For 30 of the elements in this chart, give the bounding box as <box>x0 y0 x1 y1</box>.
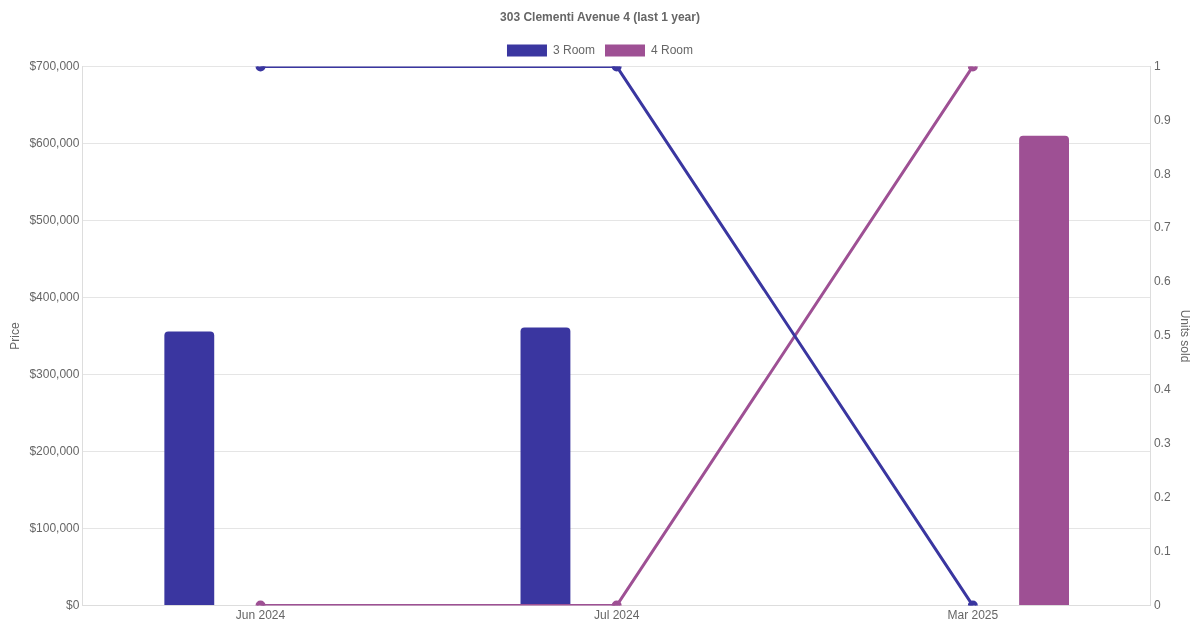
y2-tick-label: 0.2 <box>1153 490 1171 505</box>
y-tick-label: $500,000 <box>29 212 80 227</box>
bar <box>520 327 571 606</box>
x-tick-label: Jul 2024 <box>594 608 640 623</box>
y-tick-label: $200,000 <box>29 443 80 458</box>
y2-tick-label: 0.9 <box>1153 112 1171 127</box>
bar <box>164 331 215 606</box>
y-tick-label: $300,000 <box>29 366 80 381</box>
y-tick-label: $100,000 <box>29 520 80 535</box>
legend-label: 3 Room <box>552 42 596 57</box>
y-tick-label: $700,000 <box>29 58 80 73</box>
y2-tick-label: 0.6 <box>1153 274 1171 289</box>
legend-label: 4 Room <box>651 42 694 57</box>
y-axis-title: Price <box>7 322 22 350</box>
y2-tick-label: 0.3 <box>1153 436 1171 451</box>
x-tick-label: Jun 2024 <box>235 608 286 623</box>
y-tick-label: $400,000 <box>29 289 80 304</box>
y2-tick-label: 0.1 <box>1153 543 1171 558</box>
y2-tick-label: 0.8 <box>1153 166 1171 181</box>
y2-tick-label: 1 <box>1153 58 1161 73</box>
y2-tick-label: 0.7 <box>1153 220 1171 235</box>
bar <box>1019 135 1069 606</box>
y-tick-label: $0 <box>66 597 80 612</box>
y2-tick-label: 0.4 <box>1153 382 1171 397</box>
y2-tick-label: 0.5 <box>1153 328 1171 343</box>
y2-axis-title: Units sold <box>1178 309 1193 363</box>
chart-title: 303 Clementi Avenue 4 (last 1 year) <box>500 9 700 24</box>
x-tick-label: Mar 2025 <box>947 608 999 623</box>
y-tick-label: $600,000 <box>29 135 80 150</box>
y2-tick-label: 0 <box>1153 597 1161 612</box>
